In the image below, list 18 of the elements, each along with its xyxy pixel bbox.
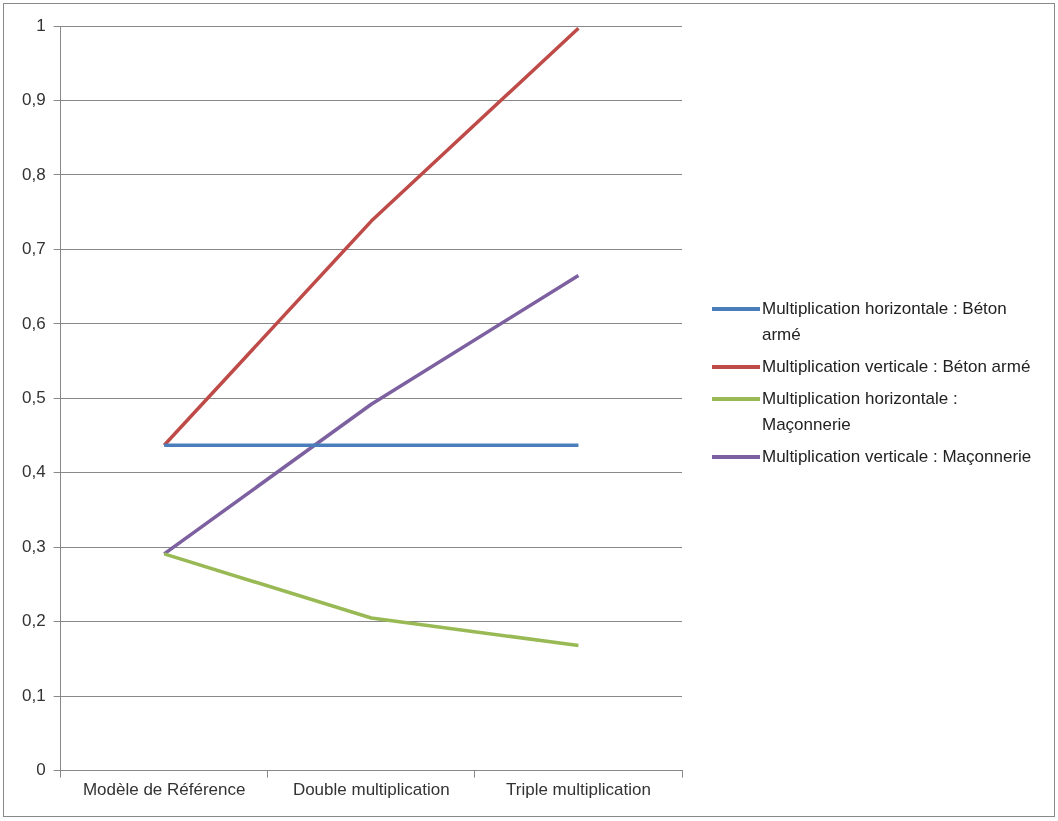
y-tick-label: 0,6 bbox=[21, 313, 46, 333]
y-tick-label: 0,1 bbox=[21, 685, 46, 705]
y-tick-label: 0,8 bbox=[21, 164, 46, 184]
y-tick-label: 0,7 bbox=[21, 239, 46, 259]
y-tick-label: 0 bbox=[36, 760, 46, 780]
legend-label: Multiplication verticale : Béton armé bbox=[762, 356, 1031, 378]
legend-label: Multiplication horizontale : Maçonnerie bbox=[762, 388, 959, 436]
y-tick-label: 0,2 bbox=[21, 611, 46, 631]
y-tick-label: 0,3 bbox=[21, 536, 46, 556]
y-tick-label: 0,9 bbox=[21, 90, 46, 110]
x-tick-label: Double multiplication bbox=[292, 780, 450, 800]
legend-label: Multiplication verticale : Maçonnerie bbox=[762, 446, 1032, 468]
y-tick-label: 1 bbox=[36, 15, 46, 35]
x-tick-label: Triple multiplication bbox=[506, 780, 651, 800]
x-tick-label: Modèle de Référence bbox=[82, 780, 246, 800]
y-tick-label: 0,5 bbox=[21, 387, 46, 407]
y-tick-label: 0,4 bbox=[21, 462, 46, 482]
legend-label: Multiplication horizontale : Béton armé bbox=[762, 298, 1008, 346]
